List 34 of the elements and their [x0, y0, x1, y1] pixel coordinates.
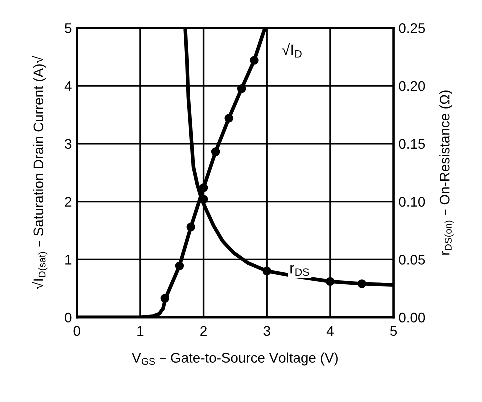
- point: [224, 114, 234, 123]
- y-tick-label: 1: [66, 255, 72, 265]
- point: [199, 184, 208, 192]
- y2-tick-label: 0.05: [399, 255, 426, 265]
- point: [250, 56, 259, 65]
- x-tick-label: 2: [200, 326, 207, 336]
- y-tick-label: 2: [65, 197, 72, 207]
- x-axis-title: V$_{GS}$ – Gate-to-Source Voltage (V): [132, 352, 338, 366]
- point: [175, 262, 184, 270]
- y2-tick-label: 0.25: [399, 23, 426, 34]
- y2-tick-label: 0.15: [399, 139, 426, 150]
- series-label: r$_{DS}$: [290, 265, 310, 276]
- point: [186, 222, 196, 232]
- point: [262, 266, 272, 276]
- y-tick-label: 5: [65, 24, 72, 34]
- x-tick-label: 1: [138, 326, 144, 336]
- x-tick-label: 3: [264, 326, 270, 336]
- y2-tick-label: 0.00: [399, 312, 426, 323]
- point: [358, 280, 366, 288]
- y2-tick-label: 0.10: [399, 197, 426, 207]
- y2-tick-label: 0.20: [399, 81, 426, 92]
- point: [237, 84, 246, 94]
- y-axis-title: √I$_{D(sat)}$ – Saturation Drain Current (A)√: [32, 56, 48, 290]
- y-tick-label: 3: [65, 139, 72, 150]
- y-tick-label: 0: [65, 312, 72, 323]
- point: [326, 277, 335, 286]
- x-tick-label: 4: [326, 326, 334, 336]
- x-tick-label: 0: [74, 326, 80, 336]
- y2-axis-title: r$_{DS(on)}$ – On-Resistance (Ω): [440, 90, 454, 255]
- point: [160, 294, 170, 303]
- point: [211, 148, 220, 156]
- x-tick-label: 5: [390, 326, 398, 336]
- series-label: √I$_{D}$: [282, 43, 302, 58]
- y-tick-label: 4: [64, 82, 72, 92]
